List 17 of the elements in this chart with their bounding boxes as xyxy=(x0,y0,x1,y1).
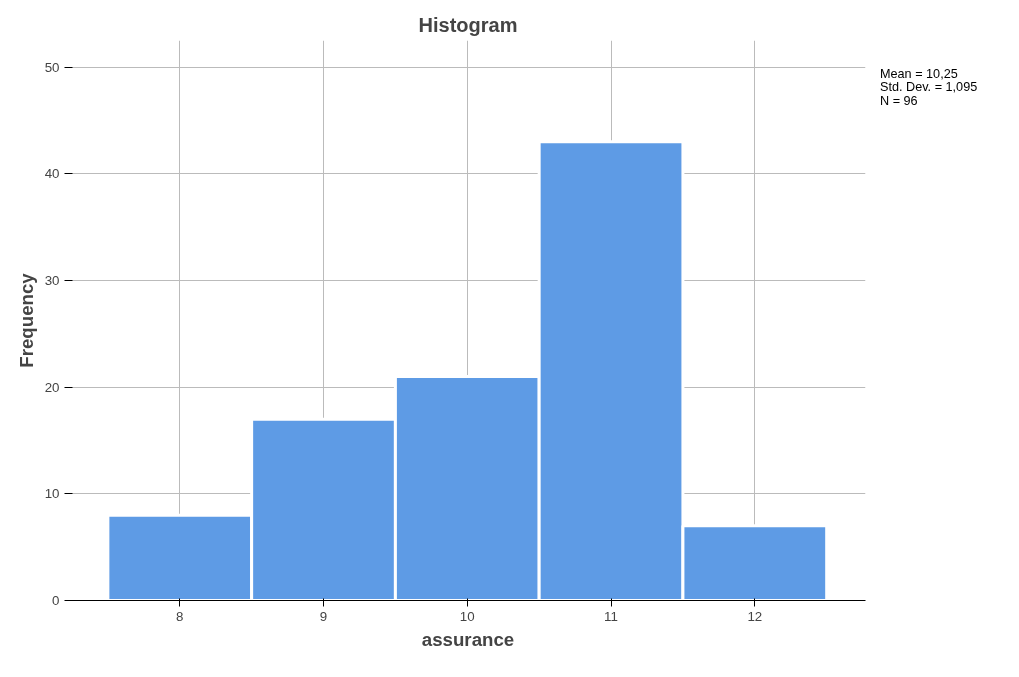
x-tick-label: 9 xyxy=(319,608,328,624)
x-tick-label: 11 xyxy=(604,608,618,624)
x-axis-title: assurance xyxy=(421,628,515,650)
text: N = 96 xyxy=(880,93,919,108)
x-tick-label: 12 xyxy=(747,608,763,624)
y-tick-label: 30 xyxy=(44,273,60,288)
x-tick-label: 10 xyxy=(459,608,475,624)
text: Std. Dev. = 1,095 xyxy=(880,80,978,95)
y-tick-label: 10 xyxy=(44,486,60,502)
y-tick-label: 50 xyxy=(44,59,60,75)
x-tick-label: 8 xyxy=(176,608,184,624)
chart-title: Histogram xyxy=(418,13,518,36)
y-tick-label: 0 xyxy=(52,593,60,608)
y-tick-label: 40 xyxy=(44,166,60,182)
y-tick-label: 20 xyxy=(44,379,60,395)
y-axis-title: Frequency xyxy=(15,272,37,368)
text: Mean = 10,25 xyxy=(880,67,959,82)
